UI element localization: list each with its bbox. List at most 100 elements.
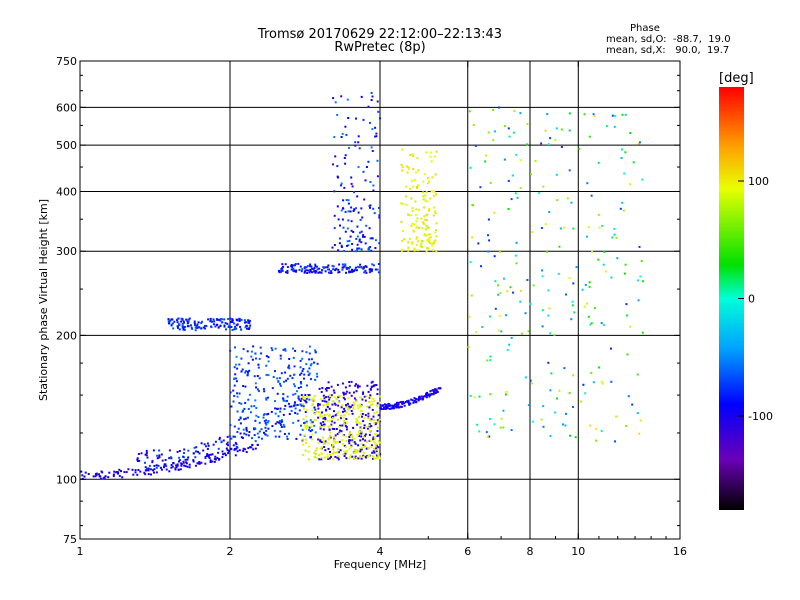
data-point xyxy=(472,204,475,207)
data-point xyxy=(351,440,354,443)
data-point xyxy=(373,451,376,454)
data-point xyxy=(340,95,343,98)
data-point xyxy=(348,146,350,149)
data-point xyxy=(332,450,335,453)
data-point xyxy=(151,461,154,464)
data-point xyxy=(544,223,547,226)
data-point xyxy=(348,267,350,270)
data-point xyxy=(244,402,247,404)
data-point xyxy=(339,224,341,227)
data-point xyxy=(313,361,315,364)
data-point xyxy=(304,449,307,452)
data-point xyxy=(575,266,578,269)
data-point xyxy=(372,264,375,267)
data-point xyxy=(146,456,149,459)
data-point xyxy=(317,438,320,441)
data-point xyxy=(251,358,254,361)
data-point xyxy=(352,437,355,440)
data-point xyxy=(379,117,381,120)
data-point xyxy=(351,455,354,458)
data-point xyxy=(211,460,214,463)
data-point xyxy=(294,349,297,352)
data-point xyxy=(527,330,530,333)
data-point xyxy=(338,237,341,240)
data-point xyxy=(236,367,239,370)
data-point xyxy=(411,399,414,402)
data-point xyxy=(488,315,491,318)
data-point xyxy=(248,321,251,324)
data-point xyxy=(519,112,522,115)
data-point xyxy=(559,227,562,230)
data-point xyxy=(308,398,311,401)
data-point xyxy=(306,395,309,398)
data-point xyxy=(225,443,228,446)
data-point xyxy=(221,456,224,459)
data-point xyxy=(313,455,316,458)
data-point xyxy=(215,324,218,327)
data-point xyxy=(136,458,139,461)
data-point xyxy=(292,393,295,396)
data-point xyxy=(330,270,333,273)
data-point xyxy=(366,405,369,408)
data-point xyxy=(270,410,273,413)
data-point xyxy=(263,420,266,422)
data-point xyxy=(356,386,359,389)
data-point xyxy=(235,443,238,446)
data-point xyxy=(262,388,265,391)
data-point xyxy=(469,166,472,169)
data-point xyxy=(267,374,270,377)
data-point xyxy=(379,408,382,411)
data-point xyxy=(318,458,321,461)
data-point xyxy=(408,403,410,406)
data-point xyxy=(112,473,115,476)
data-point xyxy=(358,266,361,269)
data-point xyxy=(401,148,404,151)
data-point xyxy=(234,373,237,376)
data-point xyxy=(289,374,292,377)
data-point xyxy=(376,175,379,178)
data-point xyxy=(320,271,323,274)
data-point xyxy=(168,470,171,473)
data-point xyxy=(429,155,432,158)
data-point xyxy=(411,209,414,212)
data-point xyxy=(321,387,324,389)
data-point xyxy=(376,430,379,432)
data-point xyxy=(247,319,250,322)
data-point xyxy=(335,441,338,444)
data-point xyxy=(313,395,316,398)
data-point xyxy=(423,173,426,176)
data-point xyxy=(323,420,326,423)
data-point xyxy=(565,293,567,296)
data-point xyxy=(374,135,377,138)
data-point xyxy=(232,435,235,438)
data-point xyxy=(378,216,381,219)
data-point xyxy=(369,394,372,397)
data-point xyxy=(406,171,409,174)
data-point xyxy=(589,424,592,427)
data-point xyxy=(292,383,295,386)
data-point xyxy=(334,155,337,158)
data-point xyxy=(358,240,361,243)
data-point xyxy=(333,439,336,442)
data-point xyxy=(303,424,306,427)
data-point xyxy=(261,437,263,440)
data-point xyxy=(420,217,423,220)
data-point xyxy=(187,449,190,452)
data-point xyxy=(228,435,231,438)
data-point xyxy=(620,157,623,159)
data-point xyxy=(227,444,229,447)
data-point xyxy=(344,230,347,233)
data-point xyxy=(318,454,321,456)
data-point xyxy=(370,425,373,427)
data-point xyxy=(549,332,552,335)
data-point xyxy=(362,392,364,395)
data-point xyxy=(281,263,284,266)
data-point xyxy=(226,435,229,438)
data-point xyxy=(287,366,290,369)
data-point xyxy=(242,385,245,387)
data-point xyxy=(352,210,355,212)
data-point xyxy=(344,422,347,425)
data-point xyxy=(343,410,346,413)
data-point xyxy=(478,430,481,433)
data-point xyxy=(209,320,212,323)
